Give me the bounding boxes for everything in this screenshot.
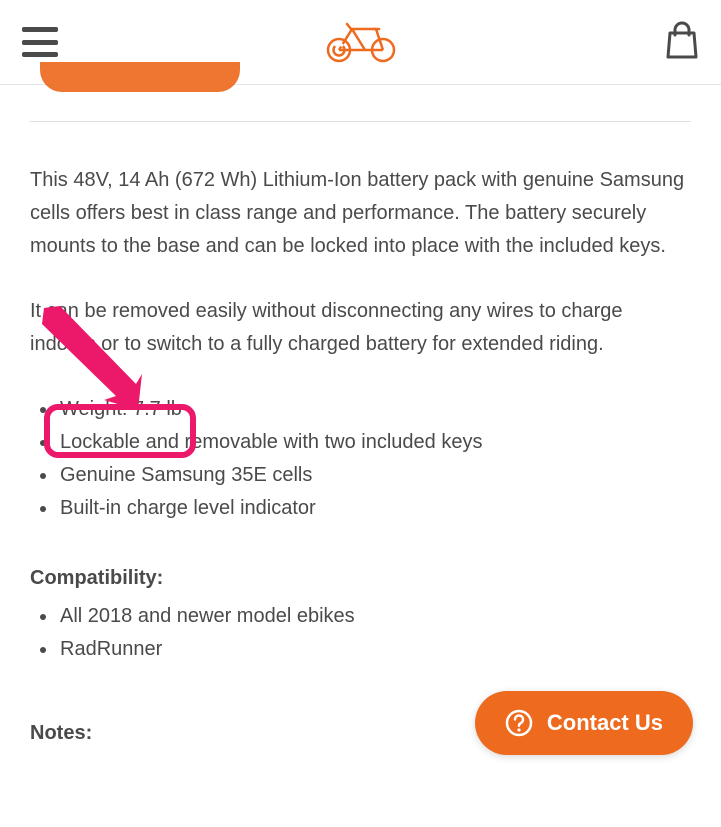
- list-item: RadRunner: [58, 633, 691, 666]
- help-icon: [505, 709, 533, 737]
- hamburger-menu-icon[interactable]: [22, 27, 58, 57]
- list-item: Weight: 7.7 lb: [58, 393, 691, 426]
- button-fragment: [40, 62, 240, 92]
- description-paragraph-1: This 48V, 14 Ah (672 Wh) Lithium-Ion bat…: [30, 164, 691, 263]
- shopping-bag-icon[interactable]: [665, 21, 699, 64]
- contact-us-label: Contact Us: [547, 710, 663, 736]
- product-description: This 48V, 14 Ah (672 Wh) Lithium-Ion bat…: [0, 121, 721, 775]
- contact-us-button[interactable]: Contact Us: [475, 691, 693, 755]
- compatibility-list: All 2018 and newer model ebikes RadRunne…: [30, 600, 691, 666]
- bike-logo-icon[interactable]: [321, 17, 401, 68]
- list-item: Genuine Samsung 35E cells: [58, 459, 691, 492]
- list-item: Lockable and removable with two included…: [58, 426, 691, 459]
- divider: [30, 121, 691, 122]
- description-paragraph-2: It can be removed easily without disconn…: [30, 295, 691, 361]
- compatibility-title: Compatibility:: [30, 567, 691, 590]
- list-item: Built-in charge level indicator: [58, 492, 691, 525]
- list-item: All 2018 and newer model ebikes: [58, 600, 691, 633]
- features-list: Weight: 7.7 lb Lockable and removable wi…: [30, 393, 691, 525]
